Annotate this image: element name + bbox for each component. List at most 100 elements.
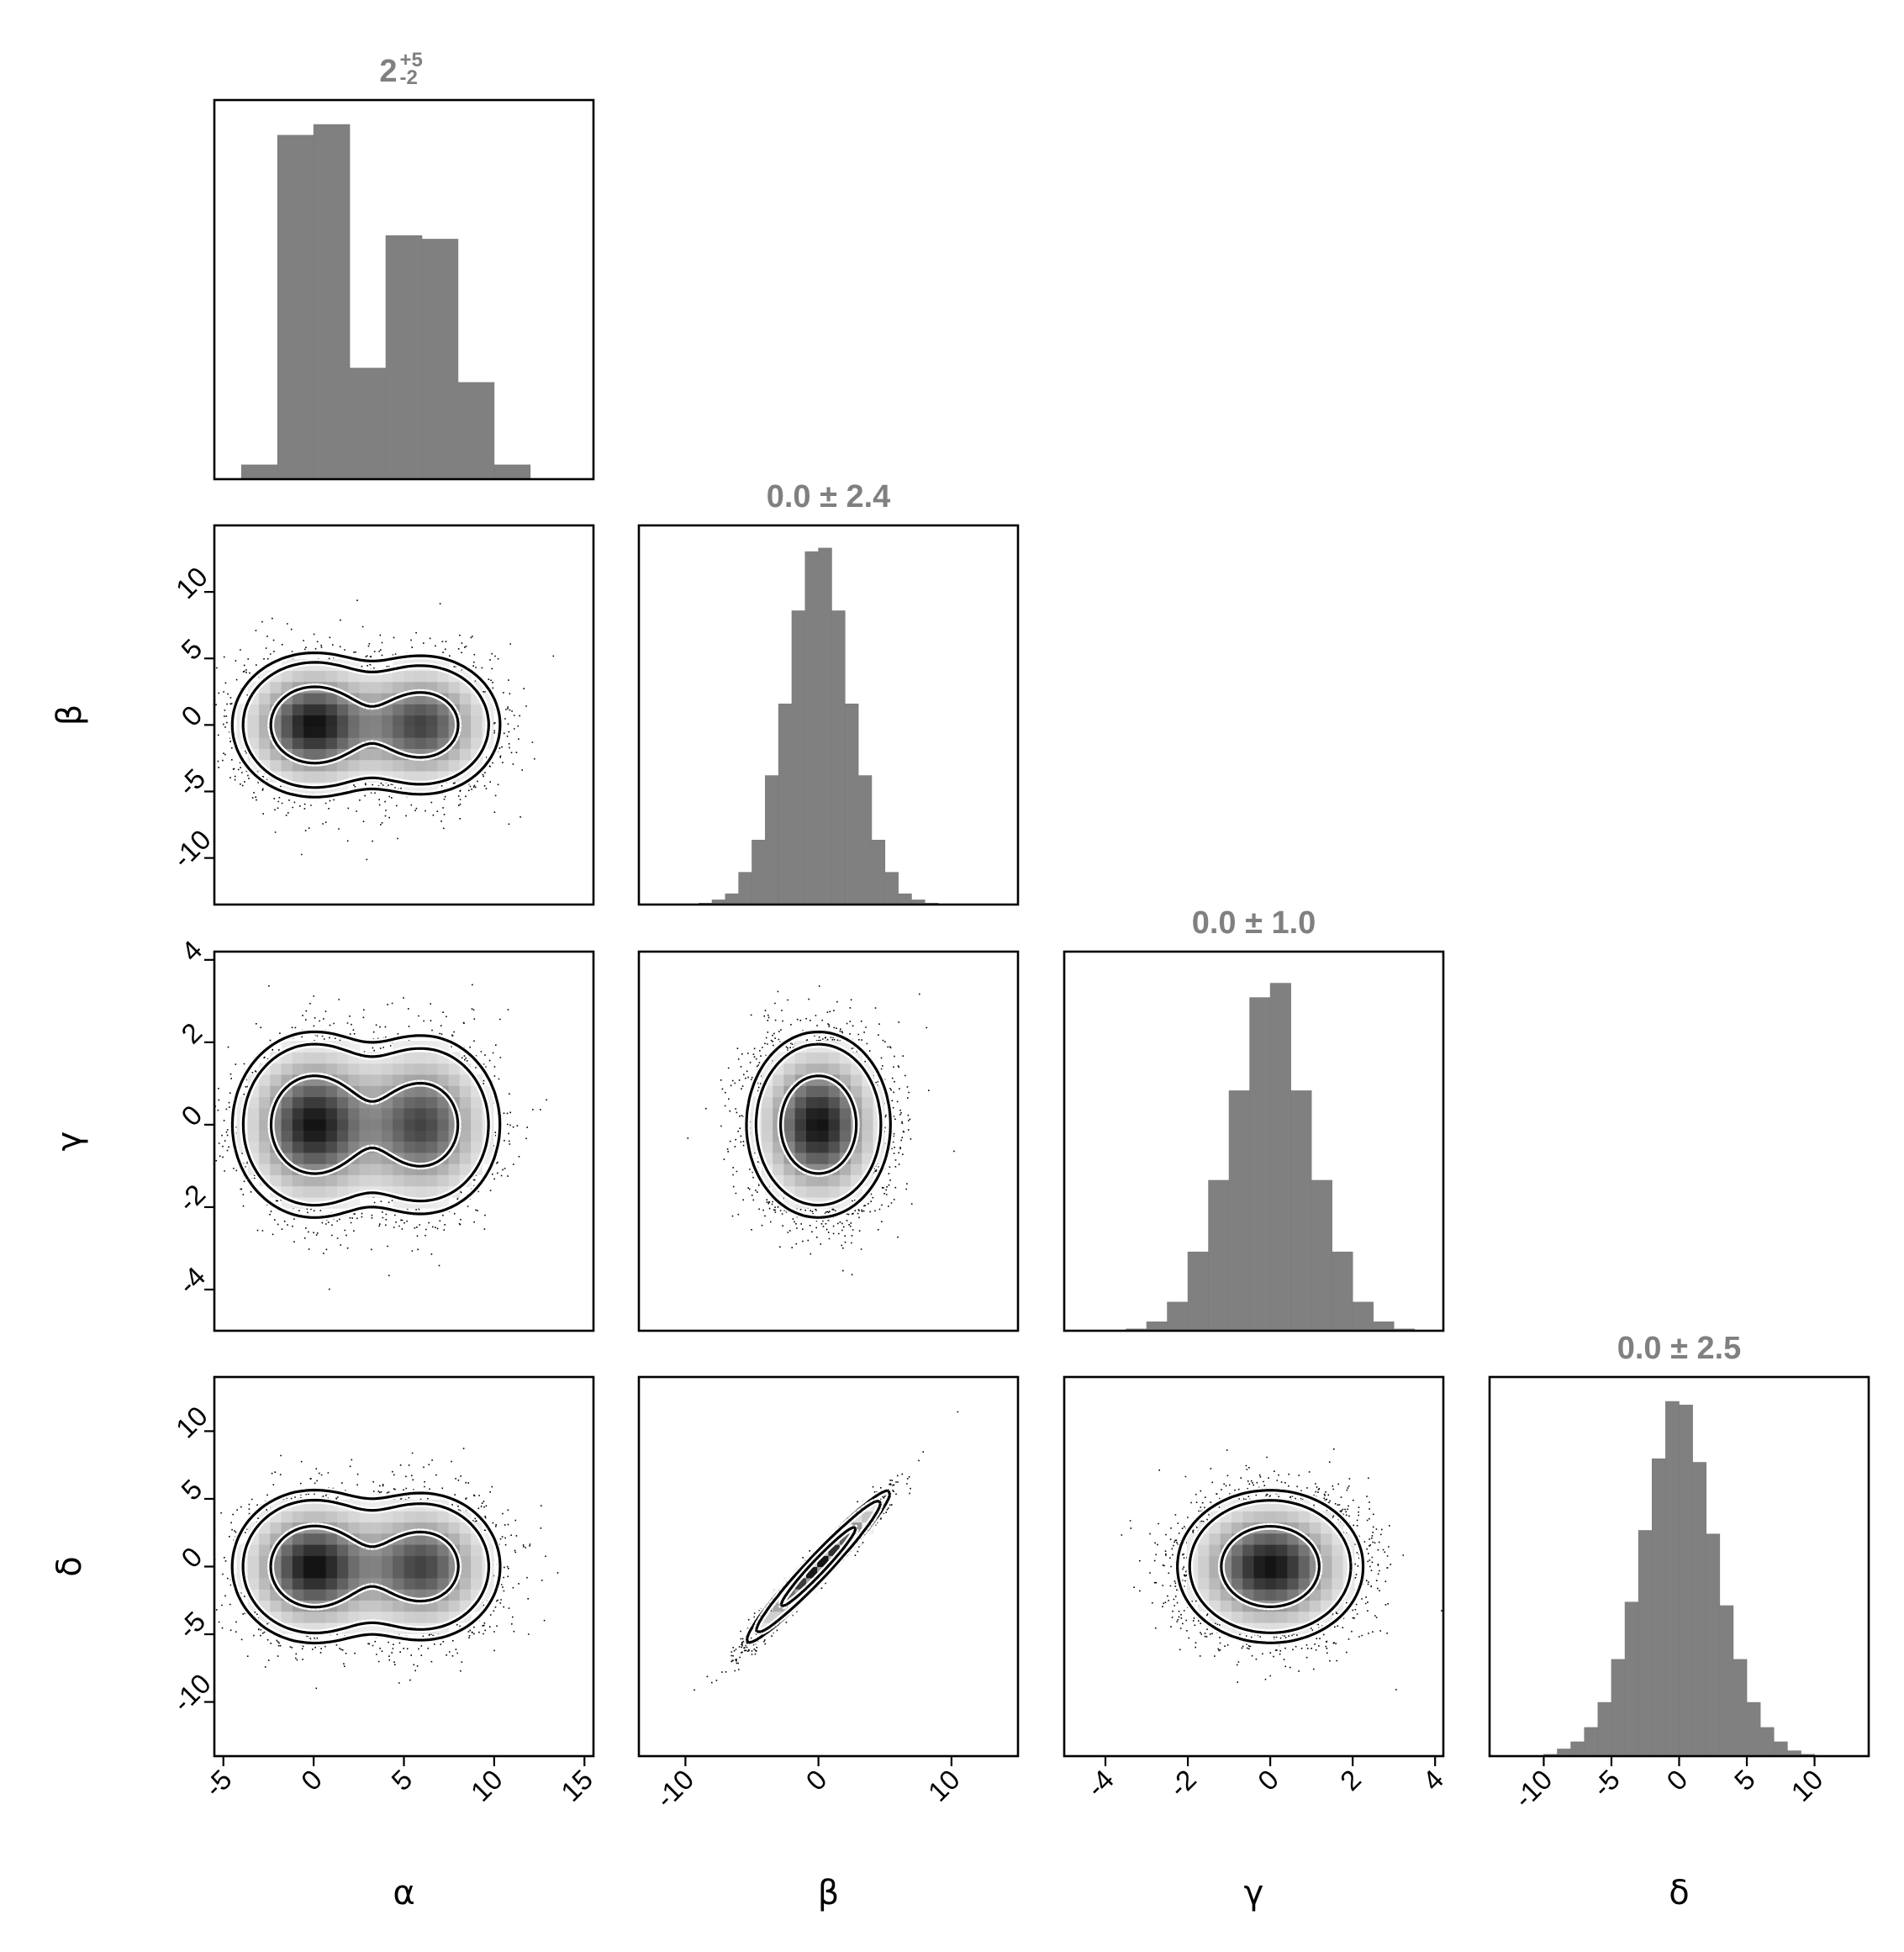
density-cell	[794, 1085, 807, 1098]
histogram-bar	[1624, 1601, 1639, 1757]
x-tick-label: 2	[1334, 1764, 1367, 1796]
density-cell	[393, 759, 405, 772]
y-tick-label: 2	[175, 1016, 208, 1049]
density-cell	[281, 1555, 293, 1568]
density-cell	[259, 1107, 271, 1120]
density-cell	[281, 1174, 293, 1187]
density-cell	[1321, 1577, 1332, 1590]
density-cell	[259, 1130, 271, 1142]
density-cell	[403, 704, 416, 716]
density-cell	[292, 770, 304, 783]
density-cell	[403, 770, 416, 783]
density-cell	[303, 1555, 315, 1568]
histogram-bar	[1228, 1090, 1250, 1332]
contour-line	[1188, 1499, 1353, 1634]
histogram-bar	[884, 872, 899, 905]
density-cell	[1321, 1544, 1332, 1556]
density-cell	[403, 1544, 416, 1556]
density-cell	[794, 1141, 807, 1153]
histogram-bar	[871, 839, 886, 905]
density-cell	[303, 1107, 315, 1120]
density-cell	[437, 1174, 450, 1187]
histogram-bar	[1146, 1322, 1168, 1332]
density-cell	[325, 1063, 338, 1075]
density-cell	[1321, 1566, 1332, 1579]
density-cell	[281, 1141, 293, 1153]
density-cell	[292, 1085, 304, 1098]
density-cell	[403, 1130, 416, 1142]
density-cell	[314, 1130, 327, 1142]
density-cell	[292, 1174, 304, 1187]
density-cell	[382, 1074, 393, 1086]
density-cell	[773, 1085, 785, 1098]
density-cell	[292, 1566, 304, 1579]
density-cell	[314, 715, 327, 727]
density-cell	[403, 1185, 416, 1198]
contour-line	[241, 1498, 491, 1635]
density-cell	[448, 1174, 461, 1187]
density-cell	[303, 1611, 315, 1623]
x-tick-label: 10	[1785, 1764, 1828, 1807]
density-cell	[259, 1533, 271, 1545]
density-cell	[471, 1566, 483, 1579]
density-cell	[336, 1096, 349, 1109]
density-cell	[794, 1174, 807, 1187]
density-cell	[761, 1107, 773, 1120]
density-cell	[794, 1119, 807, 1131]
density-cell	[783, 1119, 796, 1131]
density-cell	[336, 1052, 349, 1064]
density-cell	[839, 1174, 852, 1187]
density-cell	[359, 1063, 372, 1075]
density-cell	[259, 1096, 271, 1109]
density-cell	[1276, 1566, 1288, 1579]
density-cell	[426, 1185, 438, 1198]
density-cell	[259, 1119, 271, 1131]
density-cell	[314, 725, 327, 738]
density-cell	[817, 1152, 830, 1164]
density-cell	[359, 1107, 372, 1120]
density-cell	[370, 1119, 382, 1131]
density-cell	[403, 670, 416, 683]
scatter-panel-β-γ	[637, 950, 1020, 1332]
density-cell	[303, 1566, 315, 1579]
density-cell	[828, 1107, 841, 1120]
density-cell	[1253, 1566, 1266, 1579]
density-cell	[459, 704, 472, 716]
density-cell	[281, 759, 293, 772]
density-cell	[325, 1577, 338, 1590]
density-cell	[370, 759, 382, 772]
histogram-bar	[1311, 1179, 1332, 1332]
density-cell	[817, 1096, 830, 1109]
density-cell	[314, 1185, 327, 1198]
density-cell	[828, 1185, 841, 1198]
density-cell	[828, 1085, 841, 1098]
contours	[743, 1487, 894, 1647]
x-tick-label: 15	[555, 1764, 599, 1807]
density-cell	[281, 1130, 293, 1142]
density-cell	[303, 704, 315, 716]
density-cell	[348, 1174, 361, 1187]
density-cell	[393, 1600, 405, 1612]
density-cell	[325, 1141, 338, 1153]
density-cell	[828, 1119, 841, 1131]
density-cell	[325, 1052, 338, 1064]
panel-frame	[213, 524, 595, 906]
density-cell	[1253, 1544, 1266, 1556]
x-tick-label: 10	[465, 1764, 509, 1807]
density-cell	[325, 1174, 338, 1187]
density-cell	[828, 1152, 841, 1164]
density-cell	[1253, 1555, 1266, 1568]
density-cell	[270, 681, 282, 694]
density-cell	[794, 1052, 807, 1064]
density-cell	[806, 1052, 818, 1064]
contours	[229, 1028, 504, 1221]
histogram-title-sub: -2	[400, 66, 418, 89]
y-tick-label: -5	[171, 1606, 211, 1645]
density-cell	[348, 1600, 361, 1612]
density-cell	[359, 725, 372, 738]
density-cell	[471, 1096, 483, 1109]
density-cell	[862, 1119, 874, 1131]
density-cell	[348, 1141, 361, 1153]
histogram-bar	[1332, 1251, 1353, 1332]
histogram-bar	[1759, 1727, 1775, 1757]
